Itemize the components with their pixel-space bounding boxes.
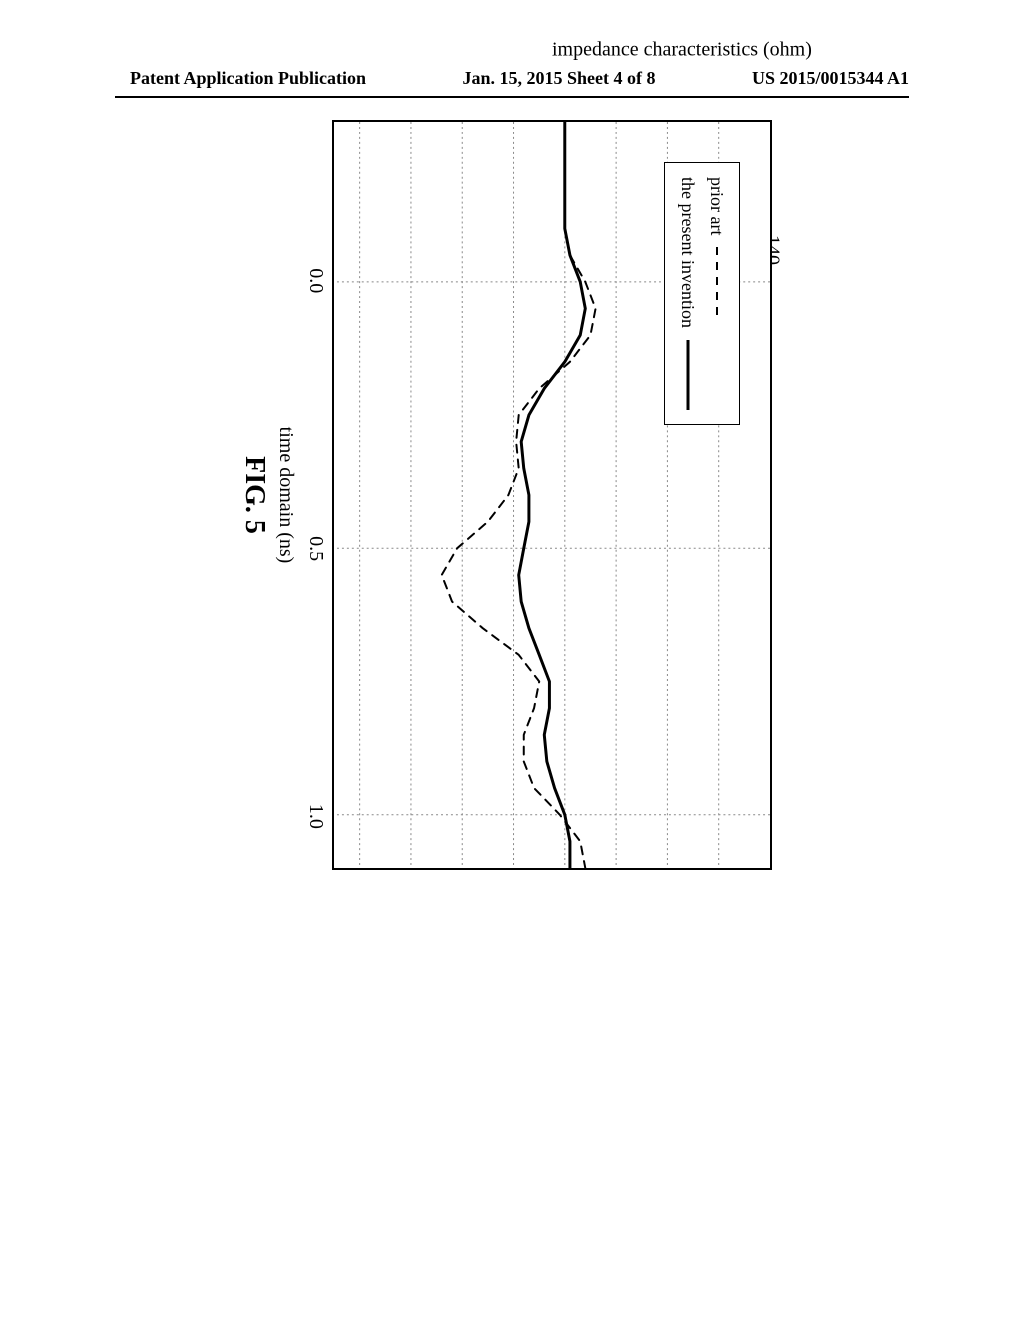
legend-label-present: the present invention: [673, 177, 702, 328]
legend: prior art the present invention: [664, 162, 740, 425]
legend-line-dashed-icon: [712, 247, 722, 317]
legend-row-prior-art: prior art: [702, 177, 731, 410]
xtick-1: 1.0: [304, 804, 327, 829]
figure-5: impedance characteristics (ohm) 140 130 …: [232, 30, 792, 930]
legend-line-solid-icon: [683, 340, 693, 410]
figure-wrap: impedance characteristics (ohm) 140 130 …: [232, 30, 792, 930]
page: Patent Application Publication Jan. 15, …: [0, 0, 1024, 1320]
xtick-0: 0.0: [304, 268, 327, 293]
y-axis-label: impedance characteristics (ohm): [552, 39, 812, 62]
plot-area: prior art the present invention: [332, 120, 772, 870]
x-axis-label: time domain (ns): [274, 427, 297, 564]
legend-label-prior-art: prior art: [702, 177, 731, 235]
figure-caption: FIG. 5: [238, 456, 270, 534]
legend-row-present: the present invention: [673, 177, 702, 410]
xtick-05: 0.5: [304, 536, 327, 561]
